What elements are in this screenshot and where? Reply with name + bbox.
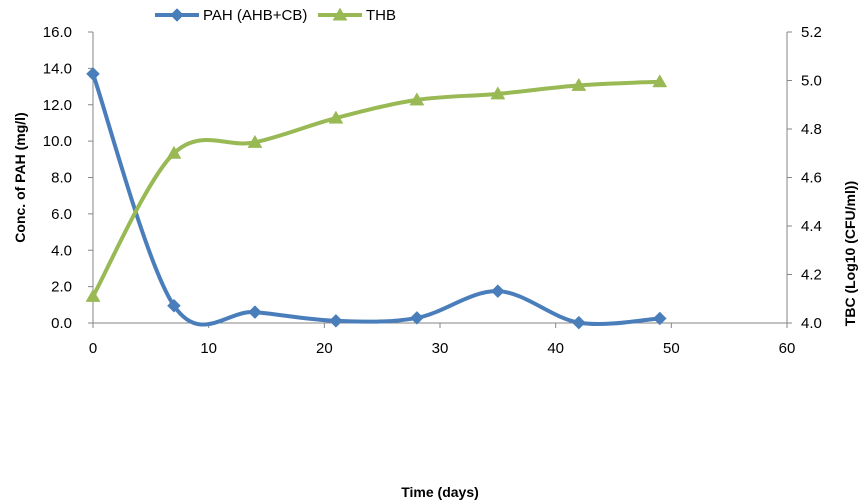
left-y-tick-label: 2.0	[51, 279, 72, 296]
legend-thb-label: THB	[366, 7, 396, 24]
left-y-tick-label: 10.0	[43, 133, 72, 150]
thb-data-point	[85, 288, 101, 302]
pah-data-point	[652, 311, 667, 326]
right-y-tick-label: 4.4	[801, 218, 822, 235]
left-y-axis-title: Conc. of PAH (mg/l)	[12, 112, 28, 242]
x-tick-label: 10	[200, 340, 217, 357]
pah-data-point	[167, 298, 181, 313]
thb-series-line	[91, 79, 662, 299]
left-y-tick-label: 0.0	[51, 315, 72, 332]
axes: 0 10 20 30 40 50 60 0.0 2.0 4.0 6.0 8.0 10.0 12.0 14.0…	[12, 24, 858, 500]
left-y-tick-label: 6.0	[51, 206, 72, 223]
data-markers	[85, 66, 668, 330]
pah-data-point	[86, 66, 100, 81]
thb-data-point	[328, 110, 344, 124]
left-y-tick-label: 12.0	[43, 97, 72, 114]
series-lines	[91, 71, 662, 327]
thb-data-point	[490, 86, 506, 100]
thb-data-point	[571, 77, 587, 91]
pah-series-line	[91, 71, 662, 327]
right-y-tick-label: 4.6	[801, 170, 822, 187]
thb-data-point	[166, 145, 182, 159]
thb-data-point	[652, 74, 668, 88]
thb-data-point	[247, 134, 263, 148]
x-tick-label: 60	[779, 340, 796, 357]
right-y-tick-label: 4.8	[801, 121, 822, 138]
right-y-tick-label: 4.2	[801, 267, 822, 284]
x-tick-label: 30	[432, 340, 449, 357]
x-tick-label: 0	[89, 340, 97, 357]
x-axis-title: Time (days)	[401, 484, 479, 500]
left-y-tick-label: 16.0	[43, 24, 72, 41]
right-y-tick-label: 4.0	[801, 315, 822, 332]
left-y-tick-label: 4.0	[51, 242, 72, 259]
pah-data-point	[248, 305, 262, 319]
x-tick-label: 40	[547, 340, 564, 357]
legend-pah-label: PAH (AHB+CB)	[203, 7, 307, 24]
right-y-axis-title: TBC (Log10 (CFU/ml))	[842, 181, 858, 326]
right-y-tick-label: 5.2	[801, 24, 822, 41]
pah-data-point	[490, 284, 505, 299]
left-y-tick-label: 8.0	[51, 170, 72, 187]
left-y-tick-label: 14.0	[43, 60, 72, 77]
pah-data-point	[410, 311, 424, 325]
legend-pah-marker	[170, 8, 184, 22]
legend-thb-marker	[332, 7, 348, 21]
legend: PAH (AHB+CB) THB	[155, 7, 396, 24]
pah-data-point	[329, 313, 343, 328]
thb-data-point	[409, 92, 425, 106]
x-tick-label: 50	[663, 340, 680, 357]
pah-data-point	[571, 315, 586, 330]
x-tick-label: 20	[316, 340, 333, 357]
right-y-tick-label: 5.0	[801, 73, 822, 90]
